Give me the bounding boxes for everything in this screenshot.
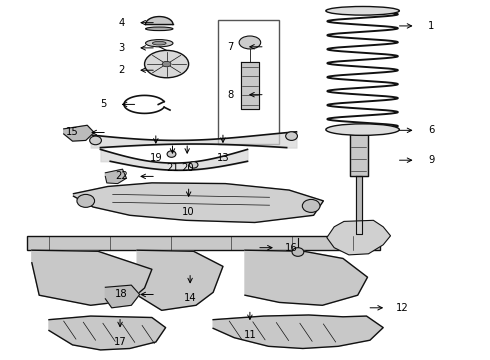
Polygon shape: [213, 315, 383, 348]
Text: 10: 10: [182, 207, 195, 217]
Polygon shape: [137, 250, 223, 310]
Polygon shape: [49, 316, 166, 350]
Text: 7: 7: [227, 42, 234, 52]
Circle shape: [167, 151, 176, 157]
Circle shape: [189, 162, 198, 168]
Circle shape: [90, 136, 101, 145]
Polygon shape: [241, 62, 259, 109]
Text: 18: 18: [115, 289, 128, 300]
Polygon shape: [327, 220, 391, 255]
Ellipse shape: [146, 27, 173, 31]
Polygon shape: [356, 176, 362, 234]
Text: 17: 17: [114, 337, 126, 347]
Text: 9: 9: [428, 155, 435, 165]
Text: 15: 15: [66, 127, 79, 138]
Text: 21: 21: [166, 163, 179, 174]
Polygon shape: [245, 250, 368, 305]
Text: 3: 3: [119, 43, 124, 53]
Polygon shape: [350, 130, 368, 176]
Ellipse shape: [152, 41, 166, 45]
Text: 6: 6: [428, 125, 435, 135]
Bar: [218, 20, 279, 144]
Circle shape: [302, 199, 320, 212]
Ellipse shape: [146, 40, 173, 47]
Polygon shape: [105, 285, 140, 308]
Ellipse shape: [326, 6, 399, 15]
Text: 2: 2: [118, 65, 125, 75]
Text: 1: 1: [428, 21, 435, 31]
Bar: [27, 236, 380, 250]
Text: 11: 11: [244, 330, 256, 340]
Polygon shape: [64, 125, 94, 141]
Text: 20: 20: [181, 163, 194, 174]
Text: 5: 5: [99, 99, 106, 109]
Text: 19: 19: [149, 153, 162, 163]
Ellipse shape: [162, 61, 171, 67]
Polygon shape: [32, 250, 152, 305]
Circle shape: [77, 194, 95, 207]
Ellipse shape: [145, 50, 189, 78]
Text: 22: 22: [115, 171, 128, 181]
Ellipse shape: [239, 36, 261, 49]
Text: 16: 16: [285, 243, 298, 253]
Polygon shape: [74, 183, 323, 222]
Polygon shape: [146, 17, 173, 24]
Polygon shape: [105, 169, 126, 184]
Circle shape: [292, 248, 304, 256]
Text: 4: 4: [119, 18, 124, 28]
Text: 14: 14: [184, 293, 196, 303]
Ellipse shape: [326, 124, 399, 135]
Text: 12: 12: [395, 303, 408, 313]
Text: 8: 8: [227, 90, 233, 100]
Circle shape: [286, 132, 297, 140]
Text: 13: 13: [217, 153, 229, 163]
